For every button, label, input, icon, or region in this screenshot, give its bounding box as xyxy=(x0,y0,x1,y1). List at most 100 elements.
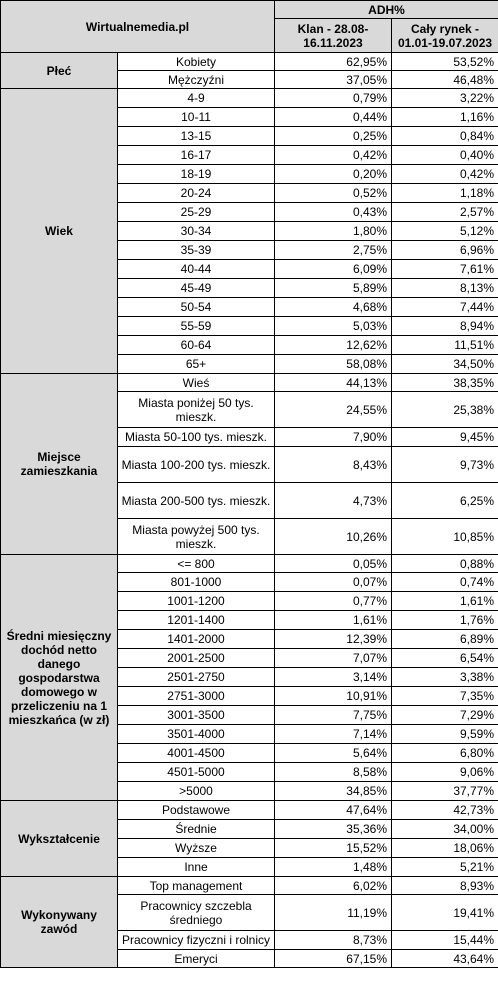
value-klan: 0,05% xyxy=(274,554,392,573)
category-cell: Średni miesięczny dochód netto danego go… xyxy=(0,554,118,801)
row-label: Miasta powyżej 500 tys. mieszk. xyxy=(117,518,275,555)
value-rynek: 6,89% xyxy=(390,629,498,649)
table-row: Wykonywany zawód Top management 6,02% 8,93% xyxy=(0,876,498,968)
value-rynek: 7,44% xyxy=(390,297,498,317)
value-rynek: 9,73% xyxy=(390,446,498,483)
table-row: Miasta powyżej 500 tys. mieszk. 10,26% 10,… xyxy=(1,518,498,555)
category-cell: Wykształcenie xyxy=(0,800,118,877)
table-row: 4001-4500 5,64% 6,80% xyxy=(1,743,498,763)
table-row: 50-54 4,68% 7,44% xyxy=(1,297,498,317)
value-rynek: 15,44% xyxy=(390,930,498,950)
table-row: 45-49 5,89% 8,13% xyxy=(1,278,498,298)
table-row: 10-11 0,44% 1,16% xyxy=(1,107,498,127)
value-rynek: 34,50% xyxy=(390,354,498,374)
value-klan: 44,13% xyxy=(274,373,392,392)
row-label: 1001-1200 xyxy=(117,591,275,611)
value-klan: 0,52% xyxy=(274,183,392,203)
category-cell: Płeć xyxy=(0,52,118,89)
row-label: Pracownicy szczebla średniego xyxy=(117,894,275,931)
table-row: Miasta 100-200 tys. mieszk. 8,43% 9,73% xyxy=(1,446,498,483)
value-rynek: 7,61% xyxy=(390,259,498,279)
value-klan: 8,58% xyxy=(274,762,392,782)
table-row: Średni miesięczny dochód netto danego go… xyxy=(0,554,498,801)
value-rynek: 0,40% xyxy=(390,145,498,165)
row-label: 65+ xyxy=(117,354,275,374)
value-rynek: 5,12% xyxy=(390,221,498,241)
value-klan: 7,07% xyxy=(274,648,392,668)
value-klan: 58,08% xyxy=(274,354,392,374)
row-label: Miasta 100-200 tys. mieszk. xyxy=(117,446,275,483)
value-klan: 0,25% xyxy=(274,126,392,146)
value-rynek: 25,38% xyxy=(390,391,498,428)
value-rynek: 0,74% xyxy=(390,572,498,592)
value-klan: 1,61% xyxy=(274,610,392,630)
row-label: <= 800 xyxy=(117,554,275,573)
value-rynek: 1,76% xyxy=(390,610,498,630)
table-row: 20-24 0,52% 1,18% xyxy=(1,183,498,203)
value-klan: 12,62% xyxy=(274,335,392,355)
value-klan: 10,91% xyxy=(274,686,392,706)
value-rynek: 9,59% xyxy=(390,724,498,744)
table-row: 65+ 58,08% 34,50% xyxy=(1,354,498,374)
value-klan: 1,80% xyxy=(274,221,392,241)
category-cell: Miejsce zamieszkania xyxy=(0,373,118,555)
value-rynek: 3,38% xyxy=(390,667,498,687)
adh-table: Wirtualnemedia.pl ADH% Klan - 28.08-16.1… xyxy=(0,0,498,968)
value-klan: 2,75% xyxy=(274,240,392,260)
table-row: Miasta 200-500 tys. mieszk. 4,73% 6,25% xyxy=(1,482,498,519)
table-row: Wyższe 15,52% 18,06% xyxy=(1,838,498,858)
brand-header: Wirtualnemedia.pl xyxy=(0,0,275,53)
value-rynek: 8,13% xyxy=(390,278,498,298)
row-label: Top management xyxy=(117,876,275,895)
value-klan: 5,03% xyxy=(274,316,392,336)
row-label: 25-29 xyxy=(117,202,275,222)
row-label: 2501-2750 xyxy=(117,667,275,687)
row-label: 16-17 xyxy=(117,145,275,165)
value-klan: 6,09% xyxy=(274,259,392,279)
table-row: Miejsce zamieszkania Wieś 44,13% 38,35% xyxy=(0,373,498,555)
row-label: 1201-1400 xyxy=(117,610,275,630)
value-rynek: 9,45% xyxy=(390,427,498,447)
row-label: 3501-4000 xyxy=(117,724,275,744)
row-label: 4501-5000 xyxy=(117,762,275,782)
value-rynek: 38,35% xyxy=(390,373,498,392)
value-klan: 67,15% xyxy=(274,949,392,968)
row-label: Kobiety xyxy=(117,52,275,71)
table-row: Wiek 4-9 0,79% 3,22% xyxy=(0,88,498,374)
value-klan: 0,44% xyxy=(274,107,392,127)
value-rynek: 6,54% xyxy=(390,648,498,668)
col-rynek-header: Cały rynek - 01.01-19.07.2023 xyxy=(390,18,498,53)
row-label: 4-9 xyxy=(117,88,275,108)
table-row: Emeryci 67,15% 43,64% xyxy=(1,949,498,968)
row-label: Inne xyxy=(117,857,275,877)
row-label: 2001-2500 xyxy=(117,648,275,668)
table-row: 3001-3500 7,75% 7,29% xyxy=(1,705,498,725)
value-rynek: 42,73% xyxy=(390,800,498,820)
table-row: 2501-2750 3,14% 3,38% xyxy=(1,667,498,687)
row-label: Średnie xyxy=(117,819,275,839)
row-label: 2751-3000 xyxy=(117,686,275,706)
value-rynek: 1,61% xyxy=(390,591,498,611)
row-label: 50-54 xyxy=(117,297,275,317)
value-klan: 24,55% xyxy=(274,391,392,428)
row-label: 801-1000 xyxy=(117,572,275,592)
value-klan: 0,79% xyxy=(274,88,392,108)
value-rynek: 43,64% xyxy=(390,949,498,968)
value-rynek: 9,06% xyxy=(390,762,498,782)
table-row: Miasta 50-100 tys. mieszk. 7,90% 9,45% xyxy=(1,427,498,447)
row-label: 13-15 xyxy=(117,126,275,146)
value-klan: 7,90% xyxy=(274,427,392,447)
value-klan: 0,77% xyxy=(274,591,392,611)
value-rynek: 6,96% xyxy=(390,240,498,260)
table-row: >5000 34,85% 37,77% xyxy=(1,781,498,801)
metric-header: ADH% xyxy=(273,0,498,19)
value-klan: 10,26% xyxy=(274,518,392,555)
row-label: 20-24 xyxy=(117,183,275,203)
row-label: Miasta 200-500 tys. mieszk. xyxy=(117,482,275,519)
table-row: 55-59 5,03% 8,94% xyxy=(1,316,498,336)
row-label: 45-49 xyxy=(117,278,275,298)
table-row: 16-17 0,42% 0,40% xyxy=(1,145,498,165)
row-label: 4001-4500 xyxy=(117,743,275,763)
row-label: 55-59 xyxy=(117,316,275,336)
value-klan: 0,43% xyxy=(274,202,392,222)
